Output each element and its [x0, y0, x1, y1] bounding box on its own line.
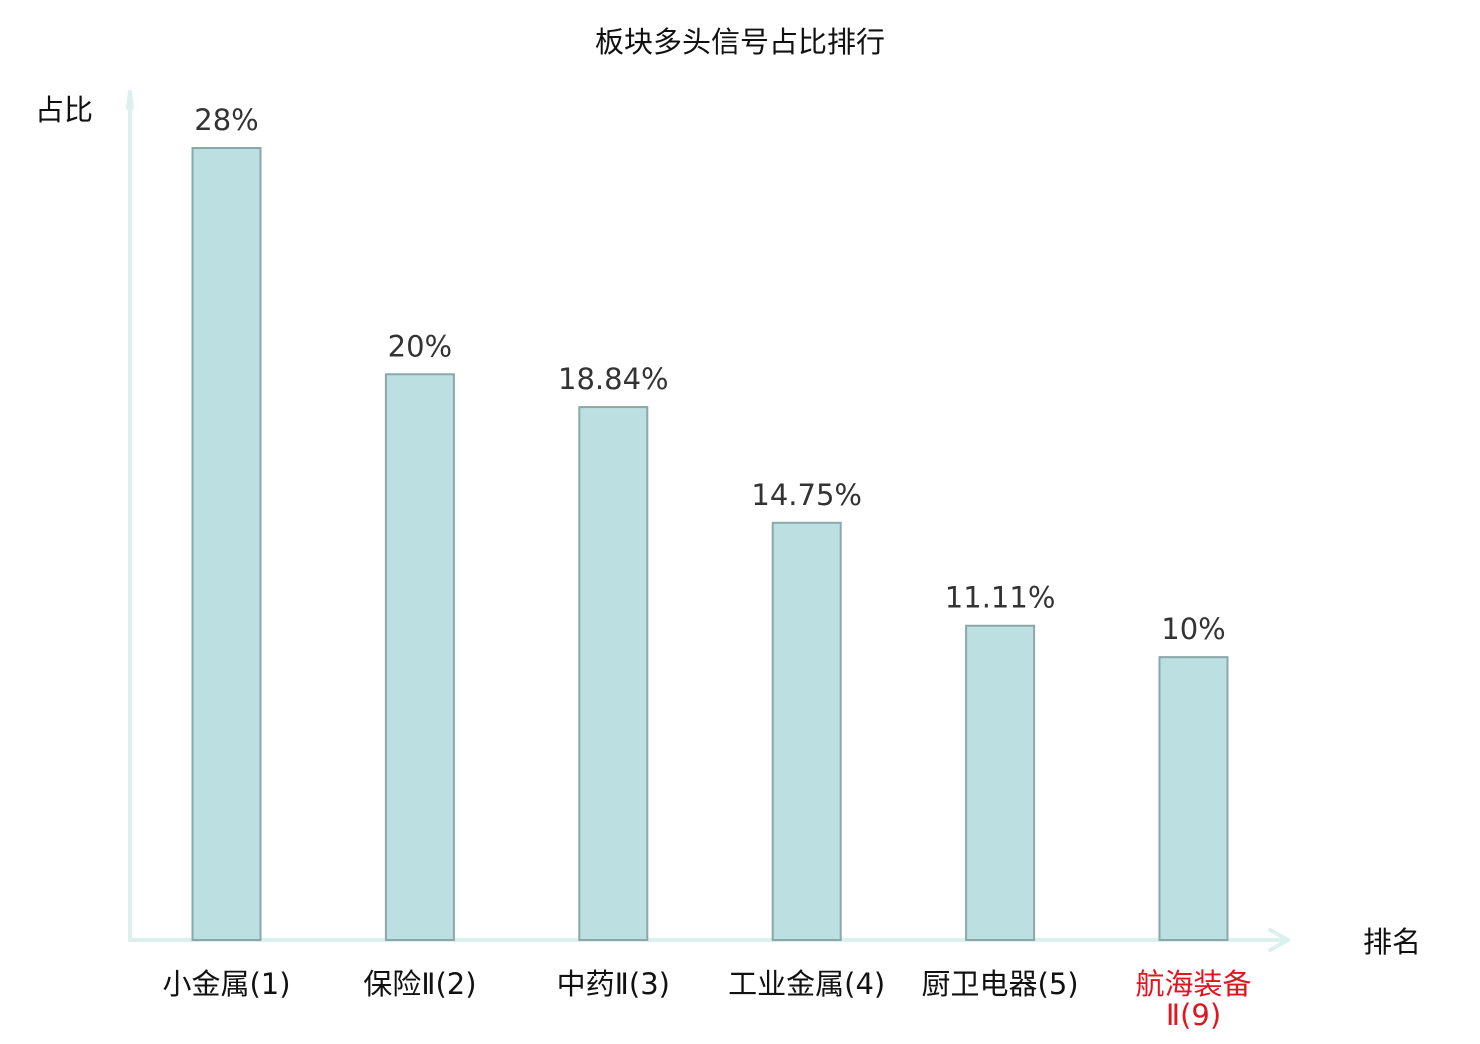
- x-tick-label: 厨卫电器(5): [922, 967, 1079, 1001]
- bar-value-label: 20%: [388, 329, 452, 363]
- bar: [384, 373, 455, 941]
- bar-value-label: 11.11%: [945, 581, 1056, 615]
- x-tick-label: 工业金属(4): [728, 967, 885, 1001]
- bar: [1158, 656, 1229, 942]
- bar: [965, 624, 1036, 941]
- bar: [771, 521, 842, 941]
- x-axis-label: 排名: [1363, 925, 1421, 959]
- x-tick-label: 小金属(1): [162, 967, 290, 1001]
- bar-series: [191, 147, 1229, 942]
- bar: [578, 406, 649, 941]
- bar-value-label: 28%: [194, 103, 258, 137]
- x-tick-label: 保险Ⅱ(2): [363, 967, 476, 1001]
- y-axis-label: 占比: [35, 93, 93, 127]
- bar-value-label: 14.75%: [751, 478, 862, 512]
- x-tick-label: 中药Ⅱ(3): [557, 967, 670, 1001]
- bar: [191, 147, 262, 941]
- bar-value-label: 18.84%: [558, 362, 669, 396]
- axes: [126, 90, 1290, 952]
- x-axis-arrow-bottom: [1268, 938, 1290, 952]
- x-tick-label: 航海装备 Ⅱ(9): [1135, 967, 1251, 1032]
- chart-title: 板块多头信号占比排行: [595, 25, 885, 59]
- x-axis-arrow-top: [1268, 928, 1290, 942]
- bar-value-label: 10%: [1161, 612, 1225, 646]
- category-labels: 小金属(1) 保险Ⅱ(2) 中药Ⅱ(3) 工业金属(4) 厨卫电器(5) 航海装备 Ⅱ(9): [162, 967, 1251, 1032]
- value-labels: 28% 20% 18.84% 14.75% 11.11% 10%: [194, 103, 1225, 646]
- y-axis-arrow-right: [128, 90, 134, 110]
